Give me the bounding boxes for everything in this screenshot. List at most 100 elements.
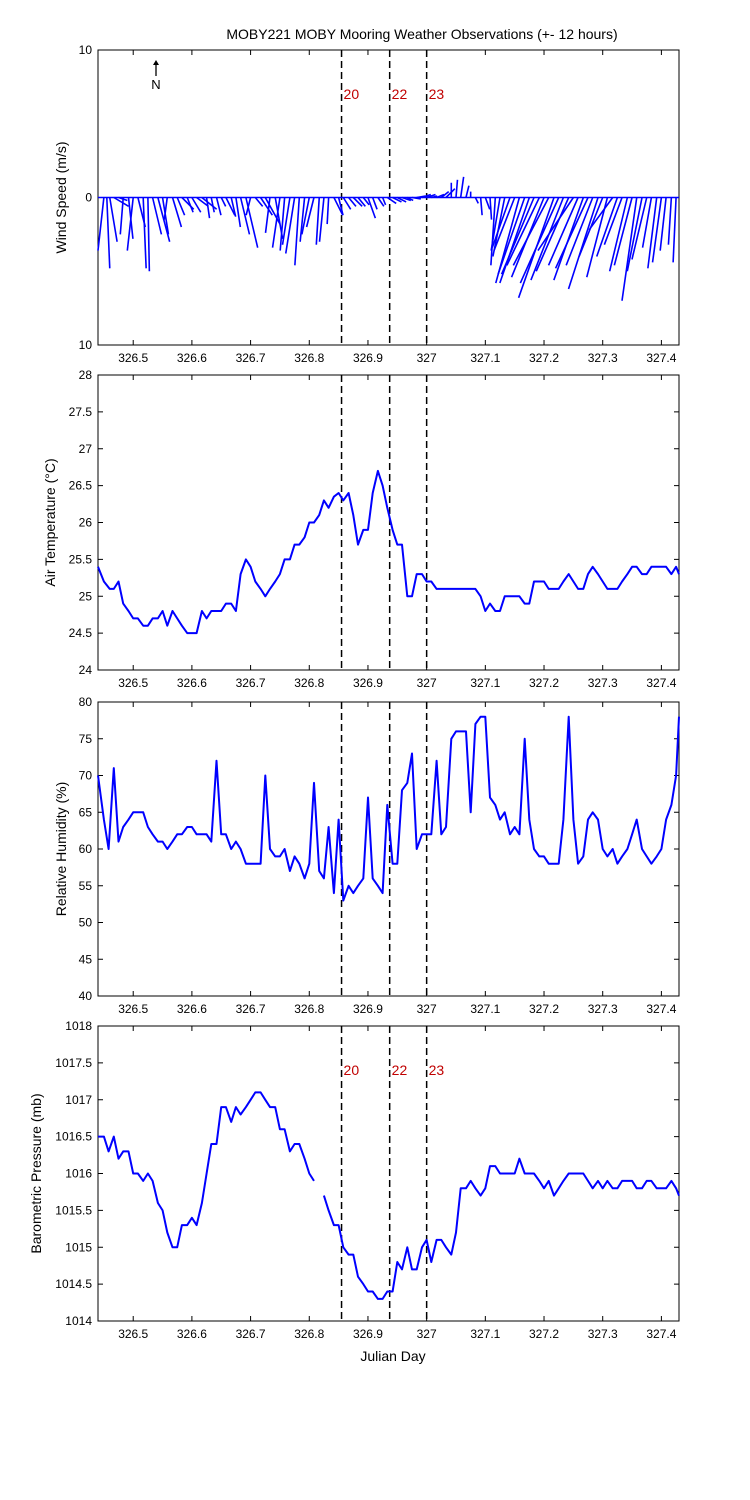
wind-vector	[440, 190, 450, 199]
rh-panel: 326.5 326.6 326.7 326.8 326.9 327 327.1 327.2 32…	[53, 695, 680, 1016]
marker-label-20: 20	[344, 1062, 360, 1078]
wind-vector	[499, 197, 531, 284]
wind-vector	[631, 197, 648, 260]
wind-y-axis-label: Wind Speed (m/s)	[53, 141, 69, 253]
wind-vector	[271, 197, 281, 248]
wind-x-tick-label: 326.7	[236, 351, 266, 365]
rh-y-tick-label: 50	[79, 916, 93, 930]
wind-vector	[220, 197, 227, 207]
wind-vector	[186, 197, 194, 213]
wind-vector	[500, 197, 535, 275]
wind-vector	[647, 197, 658, 269]
rh-x-tick-label: 327.2	[529, 1002, 559, 1016]
pressure-plot-frame	[97, 1025, 680, 1322]
wind-vector	[315, 197, 321, 245]
rh-plot-frame	[97, 701, 680, 997]
pressure-x-tick-label: 326.9	[353, 1327, 383, 1341]
wind-vector	[490, 197, 501, 251]
pressure-y-tick-label: 1016.5	[55, 1130, 92, 1144]
wind-vector	[264, 197, 281, 225]
wind-vector	[377, 197, 385, 207]
rh-y-tick-label: 45	[79, 952, 93, 966]
wind-vector	[547, 197, 579, 266]
wind-vector	[205, 197, 211, 219]
wind-vector	[537, 197, 575, 252]
pressure-x-tick-label: 326.8	[294, 1327, 324, 1341]
pressure-x-tick-label: 327.2	[529, 1327, 559, 1341]
wind-vector	[519, 197, 560, 284]
pressure-x-tick-label: 327.4	[646, 1327, 676, 1341]
wind-vector	[301, 197, 311, 235]
wind-vector	[106, 197, 111, 269]
wind-vector	[352, 196, 363, 207]
temp-y-axis-label: Air Temperature (°C)	[42, 458, 58, 586]
wind-x-tick-label: 326.6	[177, 351, 207, 365]
wind-vector	[362, 197, 370, 206]
wind-vector	[421, 193, 432, 199]
wind-vector	[279, 197, 286, 251]
rh-y-tick-label: 40	[79, 989, 93, 1003]
wind-vector	[239, 197, 251, 235]
rh-series-line	[97, 715, 680, 902]
marker-label-23: 23	[429, 1062, 445, 1078]
rh-x-tick-label: 326.9	[353, 1002, 383, 1016]
pressure-y-tick-label: 1015.5	[55, 1203, 92, 1217]
north-label: N	[151, 77, 160, 92]
wind-y-tick-label: 0	[85, 191, 92, 205]
temp-x-tick-label: 327.4	[646, 676, 676, 690]
temp-plot-frame	[97, 374, 680, 671]
wind-vector	[474, 197, 480, 204]
wind-x-tick-label: 327	[417, 351, 437, 365]
wind-vector	[326, 197, 330, 225]
wind-vector	[245, 197, 259, 248]
pressure-x-tick-label: 327	[417, 1327, 437, 1341]
wind-vector	[588, 197, 614, 231]
wind-vector	[401, 196, 412, 202]
wind-vector	[621, 197, 638, 301]
wind-vector	[333, 197, 344, 216]
wind-vector	[97, 197, 105, 251]
wind-vector	[305, 197, 315, 228]
wind-vector	[381, 197, 387, 206]
rh-x-tick-label: 327.1	[470, 1002, 500, 1016]
wind-panel: 326.5 326.6 326.7 326.8 326.9 327 327.1 327.2 32…	[53, 43, 680, 365]
wind-vector	[342, 197, 352, 210]
wind-x-tick-label: 327.2	[529, 351, 559, 365]
temp-y-tick-label: 25.5	[69, 552, 93, 566]
temp-x-tick-label: 326.5	[118, 676, 148, 690]
marker-label-20: 20	[344, 86, 360, 102]
wind-vector	[386, 196, 397, 205]
wind-vector	[392, 196, 402, 203]
wind-vector	[406, 196, 414, 202]
wind-vector	[512, 197, 550, 266]
wind-vector	[151, 197, 163, 235]
pressure-y-tick-label: 1015	[65, 1240, 92, 1254]
wind-vector	[254, 196, 264, 207]
wind-y-tick-label: 10	[79, 338, 93, 352]
wind-vector	[108, 197, 118, 242]
wind-vector	[176, 197, 186, 216]
wind-vector	[459, 176, 465, 198]
wind-vector	[651, 197, 663, 263]
rh-x-tick-label: 326.7	[236, 1002, 266, 1016]
wind-vector	[191, 197, 202, 213]
wind-vector	[659, 197, 667, 251]
wind-vector	[426, 193, 436, 199]
rh-y-axis-label: Relative Humidity (%)	[53, 782, 69, 917]
wind-vector	[490, 197, 497, 266]
temp-y-tick-label: 25	[79, 589, 93, 603]
rh-x-tick-label: 327.4	[646, 1002, 676, 1016]
rh-y-tick-label: 70	[79, 769, 93, 783]
chart-title: MOBY221 MOBY Mooring Weather Observation…	[226, 26, 617, 42]
temp-x-tick-label: 326.6	[177, 676, 207, 690]
rh-y-tick-label: 55	[79, 879, 93, 893]
rh-x-tick-label: 326.5	[118, 1002, 148, 1016]
wind-vector	[294, 197, 301, 266]
wind-vector	[672, 197, 677, 263]
marker-label-23: 23	[429, 86, 445, 102]
rh-y-tick-label: 80	[79, 695, 93, 709]
pressure-y-tick-label: 1017	[65, 1093, 92, 1107]
wind-vector	[215, 197, 222, 216]
pressure-y-tick-label: 1014	[65, 1314, 92, 1328]
temp-y-tick-label: 28	[79, 368, 93, 382]
